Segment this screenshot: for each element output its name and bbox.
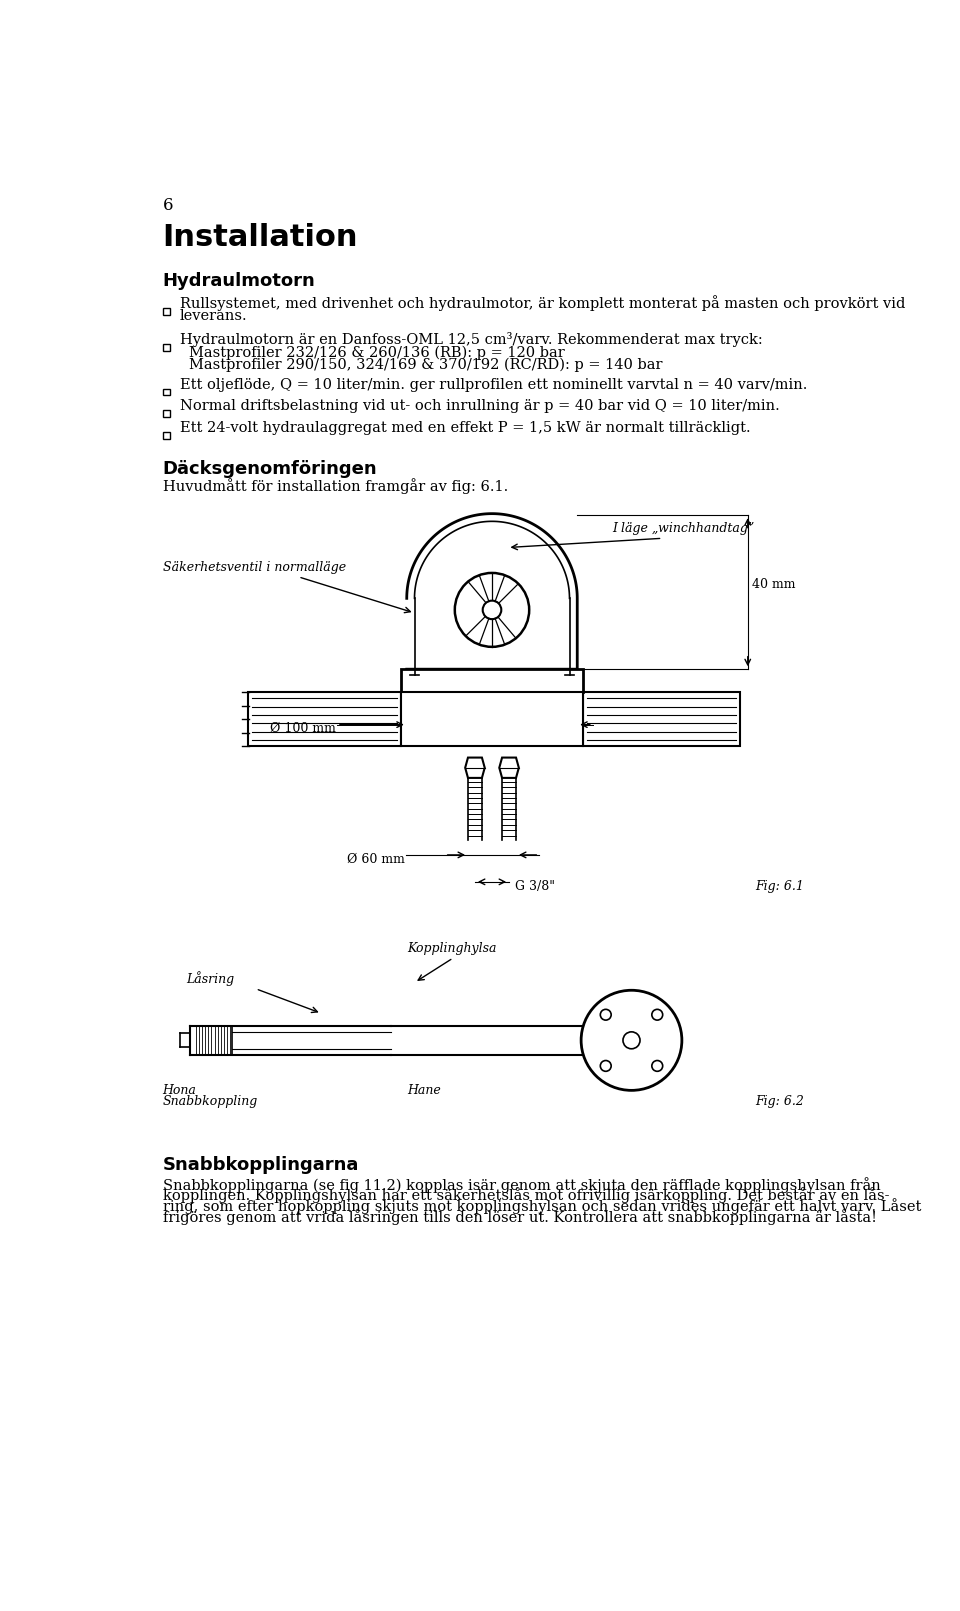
Circle shape bbox=[652, 1060, 662, 1071]
Text: Snabbkoppling: Snabbkoppling bbox=[162, 1095, 258, 1108]
Text: Ø 100 mm: Ø 100 mm bbox=[270, 722, 335, 735]
Circle shape bbox=[652, 1010, 662, 1020]
Bar bbox=[162, 388, 170, 395]
Text: Rullsystemet, med drivenhet och hydraulmotor, är komplett monterat på masten och: Rullsystemet, med drivenhet och hydraulm… bbox=[180, 295, 905, 311]
Text: kopplingen. Kopplingshylsan har ett säkerhetslås mot ofrivillig isärkoppling. De: kopplingen. Kopplingshylsan har ett säke… bbox=[162, 1187, 889, 1203]
Circle shape bbox=[623, 1033, 640, 1049]
Text: Installation: Installation bbox=[162, 222, 358, 251]
Bar bbox=[162, 343, 170, 351]
Bar bbox=[162, 411, 170, 417]
Text: Huvudmått för installation framgår av fig: 6.1.: Huvudmått för installation framgår av fi… bbox=[162, 478, 508, 493]
Bar bbox=[584, 693, 740, 746]
Text: Hydraulmotorn: Hydraulmotorn bbox=[162, 272, 316, 290]
Text: Kopplinghylsa: Kopplinghylsa bbox=[407, 942, 496, 955]
Text: Fig: 6.2: Fig: 6.2 bbox=[756, 1095, 804, 1108]
Text: 40 mm: 40 mm bbox=[752, 578, 795, 591]
Circle shape bbox=[483, 601, 501, 619]
Text: Mastprofiler 290/150, 324/169 & 370/192 (RC/RD): p = 140 bar: Mastprofiler 290/150, 324/169 & 370/192 … bbox=[189, 358, 662, 372]
Text: Normal driftsbelastning vid ut- och inrullning är p = 40 bar vid Q = 10 liter/mi: Normal driftsbelastning vid ut- och inru… bbox=[180, 400, 780, 414]
Text: Mastprofiler 232/126 & 260/136 (RB): p = 120 bar: Mastprofiler 232/126 & 260/136 (RB): p =… bbox=[189, 345, 564, 359]
Circle shape bbox=[600, 1060, 612, 1071]
Text: Säkerhetsventil i normalläge: Säkerhetsventil i normalläge bbox=[162, 561, 346, 574]
Text: Ø 60 mm: Ø 60 mm bbox=[347, 852, 404, 865]
Text: Ett 24-volt hydraulaggregat med en effekt P = 1,5 kW är normalt tillräckligt.: Ett 24-volt hydraulaggregat med en effek… bbox=[180, 420, 751, 435]
Polygon shape bbox=[499, 757, 518, 778]
Text: Låsring: Låsring bbox=[186, 971, 234, 986]
Circle shape bbox=[581, 991, 682, 1091]
Text: Fig: 6.1: Fig: 6.1 bbox=[756, 880, 804, 892]
Text: leverans.: leverans. bbox=[180, 309, 248, 324]
Text: Snabbkopplingarna (se fig 11.2) kopplas isär genom att skjuta den räfflade koppl: Snabbkopplingarna (se fig 11.2) kopplas … bbox=[162, 1176, 880, 1192]
Text: frigöres genom att vrida låsringen tills den löser ut. Kontrollera att snabbkopp: frigöres genom att vrida låsringen tills… bbox=[162, 1210, 876, 1224]
Text: Hona: Hona bbox=[162, 1084, 197, 1097]
Text: Hydraulmotorn är en Danfoss-OML 12,5 cm³/varv. Rekommenderat max tryck:: Hydraulmotorn är en Danfoss-OML 12,5 cm³… bbox=[180, 332, 762, 348]
Text: Hane: Hane bbox=[407, 1084, 441, 1097]
Text: I läge „winchhandtag”: I läge „winchhandtag” bbox=[612, 522, 755, 535]
Bar bbox=[248, 693, 400, 746]
Bar bbox=[400, 693, 584, 746]
Bar bbox=[162, 432, 170, 438]
Bar bbox=[162, 308, 170, 314]
Text: 6: 6 bbox=[162, 197, 173, 214]
Polygon shape bbox=[466, 757, 485, 778]
Text: Ett oljeflöde, Q = 10 liter/min. ger rullprofilen ett nominellt varvtal n = 40 v: Ett oljeflöde, Q = 10 liter/min. ger rul… bbox=[180, 379, 807, 391]
Polygon shape bbox=[407, 514, 577, 669]
Text: G 3/8": G 3/8" bbox=[516, 880, 555, 892]
Bar bbox=[400, 669, 584, 693]
Text: ring, som efter hopkoppling skjuts mot kopplingshylsan och sedan vrides ungefär : ring, som efter hopkoppling skjuts mot k… bbox=[162, 1199, 921, 1215]
Text: Snabbkopplingarna: Snabbkopplingarna bbox=[162, 1155, 359, 1174]
Circle shape bbox=[600, 1010, 612, 1020]
Text: Däcksgenomföringen: Däcksgenomföringen bbox=[162, 459, 377, 477]
